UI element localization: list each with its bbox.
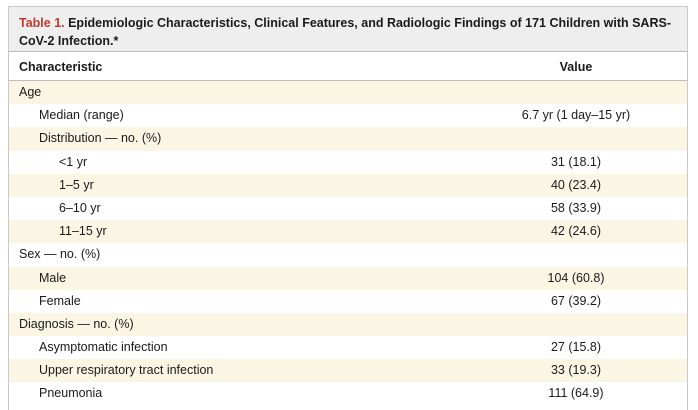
row-value: 27 (15.8) [550,340,602,355]
table-row: Median (range) 6.7 yr (1 day–15 yr) [9,104,687,127]
table-caption: Table 1. Epidemiologic Characteristics, … [9,7,687,51]
row-label: Female [39,293,81,308]
row-label: Pneumonia [39,386,103,401]
row-value: 104 (60.8) [547,270,605,285]
row-label: 6–10 yr [59,200,101,215]
row-label: Male [39,270,67,285]
row-value: 58 (33.9) [550,200,602,215]
table-row: Diagnosis — no. (%) [9,312,687,337]
row-label: Distribution — no. (%) [39,131,162,146]
row-value: 33 (19.3) [550,363,602,378]
row-label: Upper respiratory tract infection [39,363,214,378]
table-row: Male 104 (60.8) [9,266,687,290]
table-number: Table 1. [19,16,65,30]
table-row: Upper respiratory tract infection 33 (19… [9,359,687,383]
row-value: 111 (64.9) [548,386,604,401]
row-label: 1–5 yr [59,177,94,192]
table-row: 1–5 yr 40 (23.4) [9,173,687,197]
table-row: 11–15 yr 42 (24.6) [9,220,687,244]
table-row: 6–10 yr 58 (33.9) [9,197,687,220]
row-value: 31 (18.1) [550,154,602,169]
row-value: 42 (24.6) [550,224,602,239]
data-table: Table 1. Epidemiologic Characteristics, … [8,6,688,410]
row-label: Diagnosis — no. (%) [19,316,134,331]
row-label: Sex — no. (%) [19,247,101,262]
table-row: Sex — no. (%) [9,243,687,266]
table-row: Pneumonia 111 (64.9) [9,382,687,405]
row-value: 67 (39.2) [550,293,602,308]
table-row: Female 67 (39.2) [9,290,687,313]
row-label: Age [19,85,42,99]
column-header-characteristic: Characteristic [19,60,103,74]
row-label: 11–15 yr [59,224,107,239]
row-value: 40 (23.4) [550,177,602,192]
row-label: Asymptomatic infection [39,340,168,355]
row-value: 6.7 yr (1 day–15 yr) [521,108,631,123]
table-title: Epidemiologic Characteristics, Clinical … [19,16,671,48]
table-row: Distribution — no. (%) [9,127,687,151]
table-row: Asymptomatic infection 27 (15.8) [9,336,687,359]
table-row: Age [9,81,687,105]
table-header-row: Characteristic Value [9,51,687,81]
row-label: <1 yr [59,154,88,169]
column-header-value: Value [559,60,593,74]
row-label: Median (range) [39,108,124,123]
table-row: <1 yr 31 (18.1) [9,151,687,174]
